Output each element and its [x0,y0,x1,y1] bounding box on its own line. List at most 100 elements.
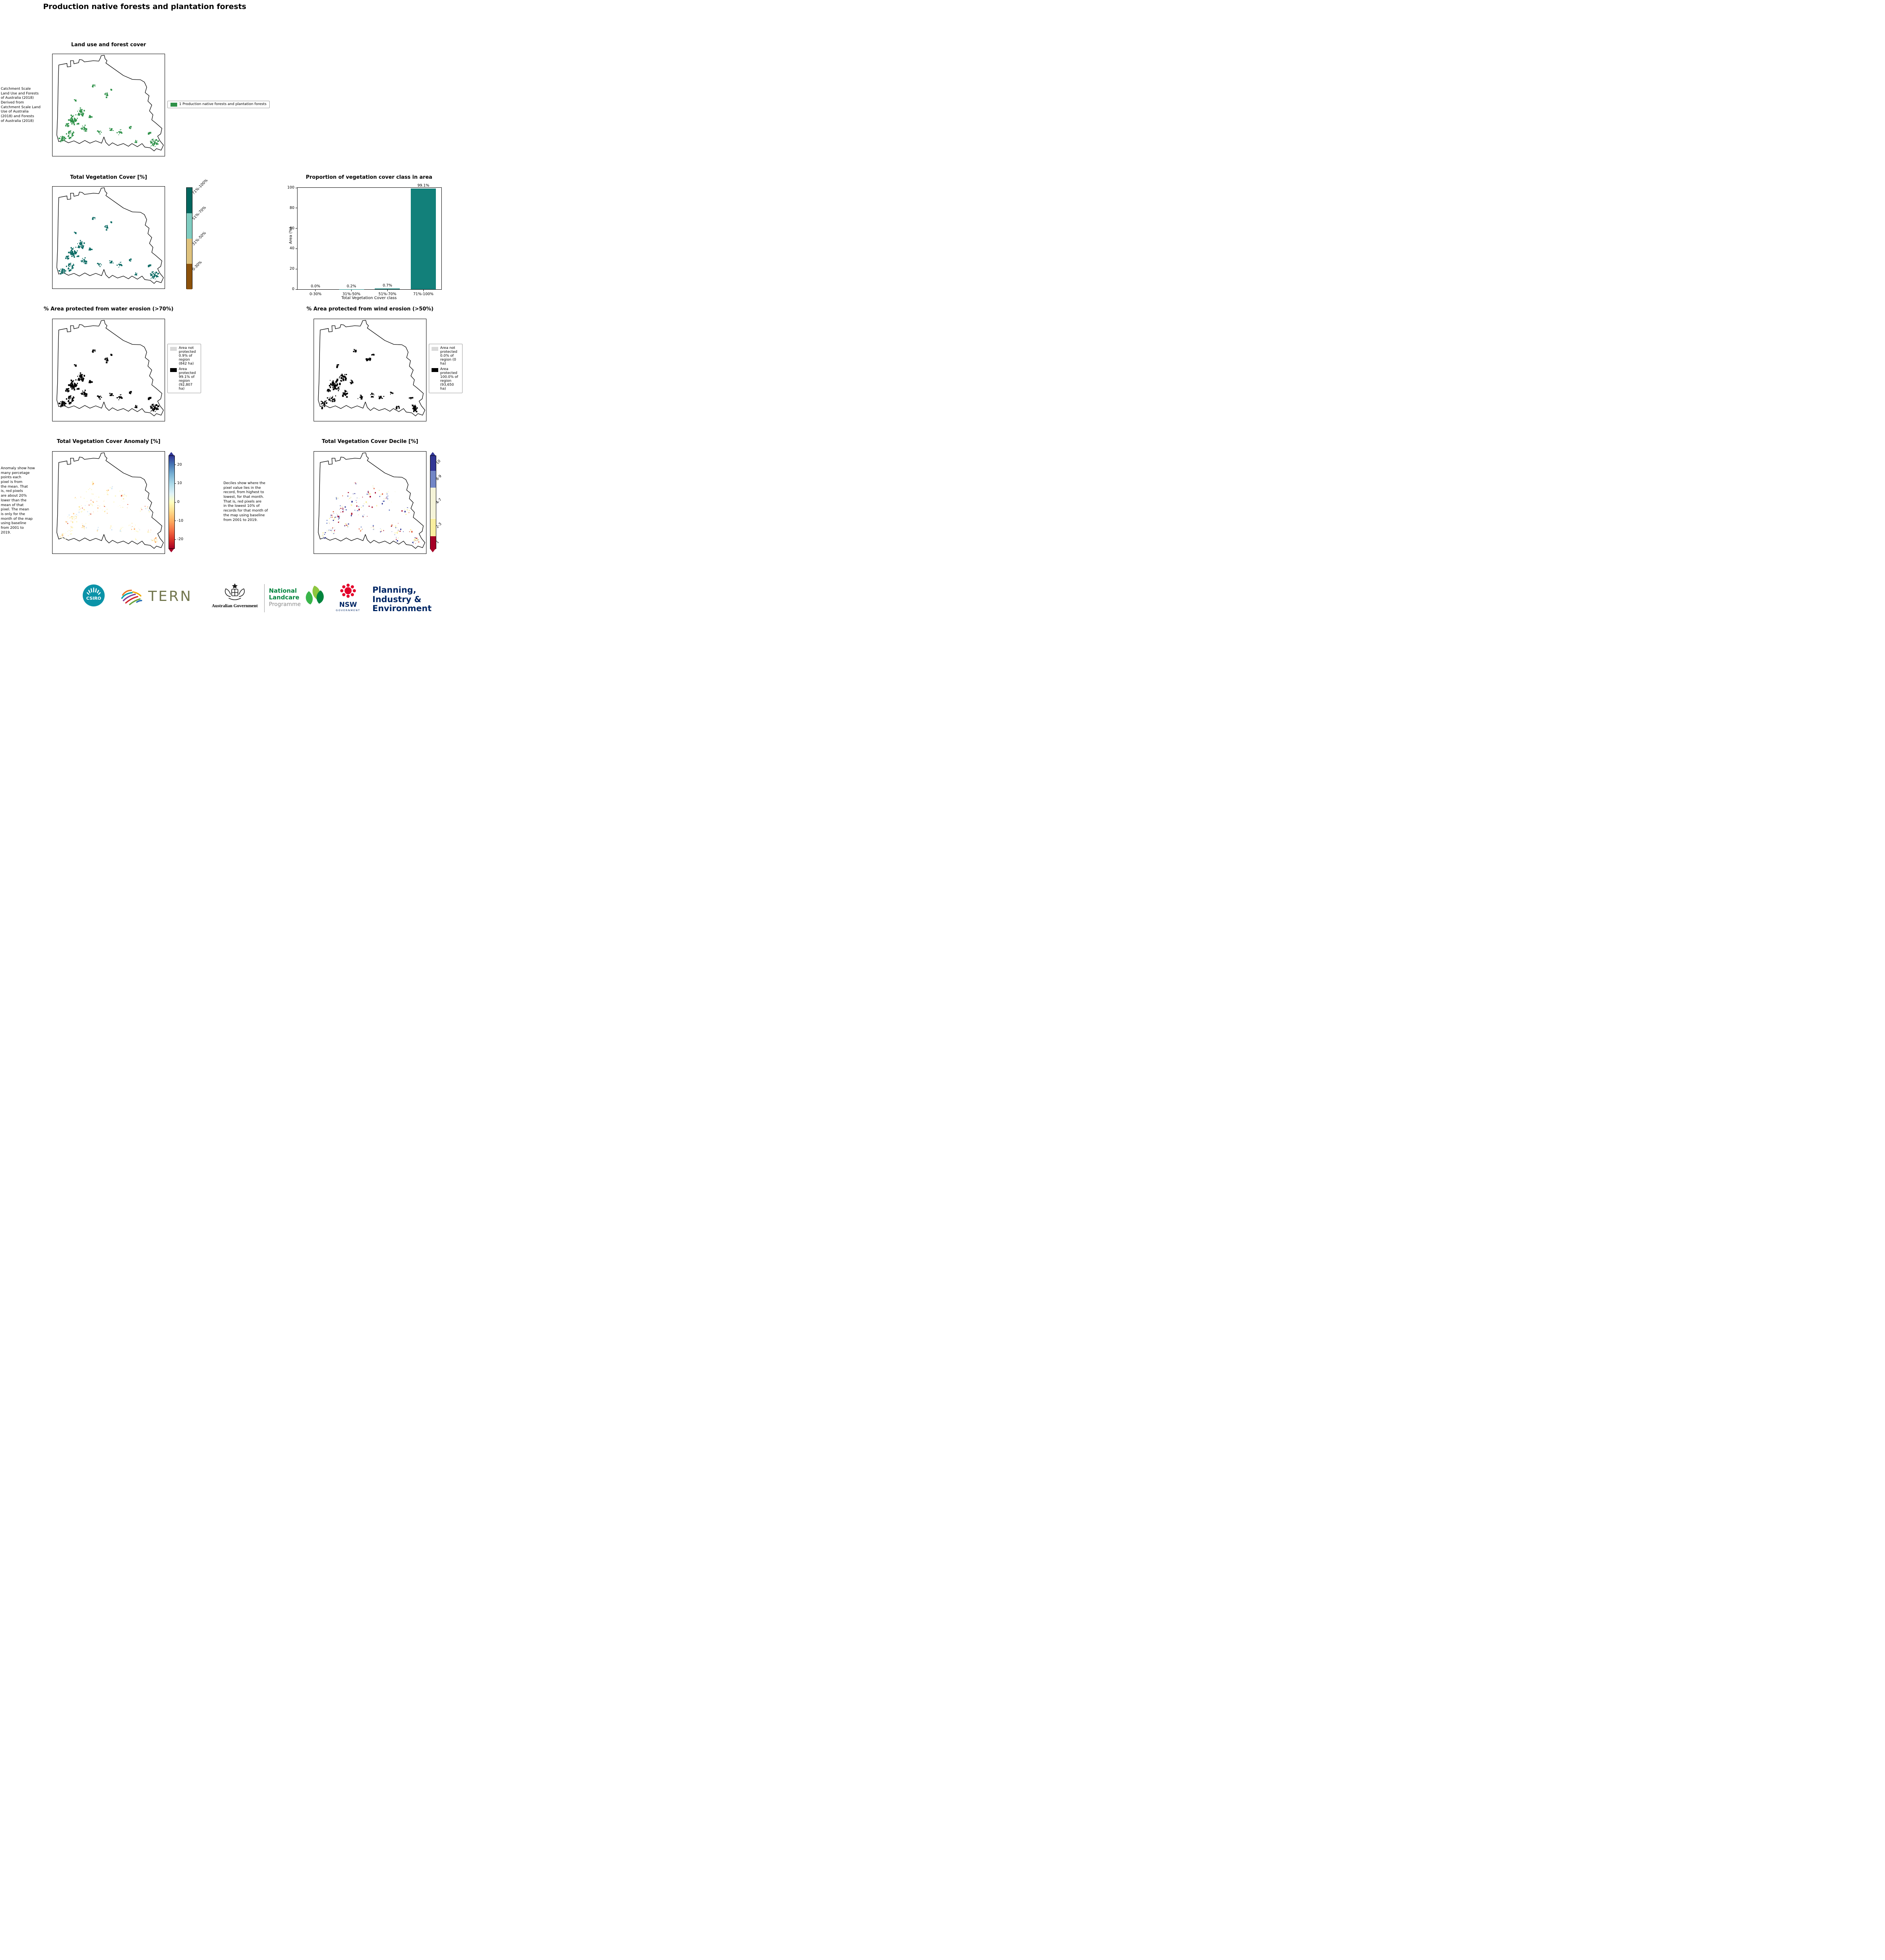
map-patch [332,381,333,383]
map-patch [344,390,346,392]
map-patch [93,494,94,495]
map-patch [71,251,73,252]
map-patch [145,508,147,510]
nsw-logo: NSW GOVERNMENT [335,583,361,612]
map-patch [342,495,343,496]
map-patch [97,511,98,512]
map-patch [157,274,158,275]
map-patch [343,376,345,378]
map-patch [71,518,72,519]
map-patch [107,225,108,226]
map-patch [337,383,338,385]
map-patch [98,396,100,398]
map-patch [149,511,150,513]
tern-australia-scribble-icon [121,590,142,605]
decile-title: Total Vegetation Cover Decile [%] [322,439,418,445]
map-patch [64,140,65,142]
anomaly-colorbar: 20 10 0 -10 -20 [169,452,192,553]
map-patch [121,131,122,133]
map-patch [91,249,93,250]
map-patch [107,227,108,228]
map-patch [154,146,156,147]
map-patch [74,364,75,365]
map-patch [354,510,356,511]
map-patch [68,252,70,254]
map-patch [73,263,74,265]
ausgov-crest-icon [225,583,245,600]
map-patch [68,119,70,121]
map-patch [74,118,76,120]
map-patch [118,399,120,400]
map-patch [150,132,151,133]
map-patch [340,508,342,509]
map-patch [135,539,137,540]
vegcover-colorbar-segment [187,264,192,289]
map-patch [104,358,106,360]
map-patch [72,252,73,253]
map-patch [130,258,132,260]
map-patch [78,377,80,380]
map-patch [82,526,84,528]
map-patch [347,393,348,394]
map-patch [148,510,149,511]
map-patch [99,398,101,400]
map-patch [100,396,102,397]
map-patch [61,404,63,406]
map-patch [129,392,131,394]
map-patch [112,486,113,487]
map-patch [81,247,82,248]
x-tick [315,290,316,291]
map-patch [152,405,154,407]
map-patch [106,227,108,229]
map-patch [80,128,82,129]
map-patch [92,482,93,483]
map-patch [74,251,76,252]
map-patch [66,133,67,135]
map-patch [348,492,349,493]
map-patch [136,405,138,407]
anomaly-colorbar-tick-label: -20 [177,537,183,542]
map-patch [409,510,410,511]
map-patch [359,396,361,398]
map-patch [80,244,82,246]
map-patch [334,383,335,384]
map-patch [71,386,73,388]
map-patch [82,115,83,117]
vegcover-colorbar-segment [187,188,192,213]
map-patch [129,127,131,129]
water-title: % Area protected from water erosion (>70… [44,306,174,312]
map-patch [80,240,81,241]
map-patch [81,376,82,377]
map-patch [60,136,62,137]
map-patch [356,505,358,507]
map-patch [329,398,331,400]
map-patch [73,115,74,116]
map-patch [70,137,72,138]
map-patch [154,143,156,145]
vegcover-map [52,186,165,289]
map-patch [82,112,83,113]
vegcover-map-svg [56,187,164,284]
map-patch [105,361,108,363]
map-patch [415,407,416,409]
map-patch [323,402,325,404]
map-patch [79,506,80,508]
map-patch [84,526,85,527]
map-patch [68,265,69,267]
map-patch [69,119,71,121]
map-patch [83,261,85,262]
map-patch [73,123,75,125]
map-patch [155,273,156,274]
map-patch [324,534,325,535]
map-patch [62,401,63,403]
map-patch [388,509,390,511]
landuse-title: Land use and forest cover [71,42,146,48]
map-patch [73,120,75,122]
map-patch [404,511,406,513]
map-patch [92,481,93,483]
nsw-waratah-icon [340,584,356,598]
vegcover-colorbar-label: 71%-100% [191,178,209,196]
map-patch [122,490,123,491]
map-patch [333,519,335,520]
wind-legend-swatch-protected [432,368,438,372]
